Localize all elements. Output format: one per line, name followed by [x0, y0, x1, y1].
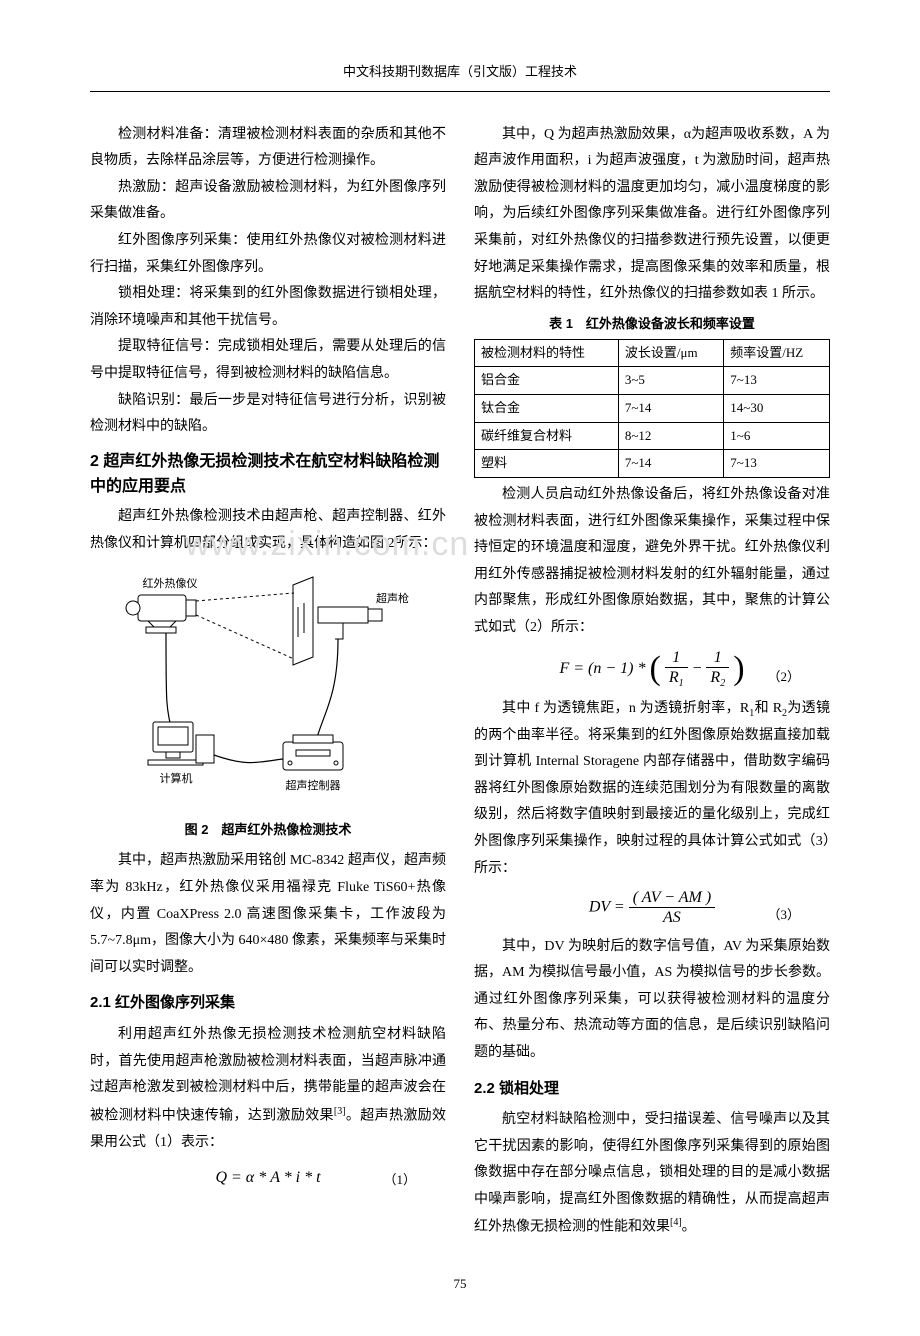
para: 其中，超声热激励采用铭创 MC-8342 超声仪，超声频率为 83kHz，红外热…: [90, 848, 446, 981]
para: 航空材料缺陷检测中，受扫描误差、信号噪声以及其它干扰因素的影响，使得红外图像序列…: [474, 1107, 830, 1242]
para: 利用超声红外热像无损检测技术检测航空材料缺陷时，首先使用超声枪激励被检测材料表面…: [90, 1022, 446, 1157]
td: 3~5: [618, 367, 723, 395]
right-column: 其中，Q 为超声热激励效果，α为超声吸收系数，A 为超声波作用面积，i 为超声波…: [474, 122, 830, 1242]
equation-1: Q = α * A * i * t （1）: [90, 1163, 446, 1193]
td: 7~14: [618, 450, 723, 478]
citation-4: [4]: [670, 1217, 682, 1228]
fig2-label-gun: 超声枪: [376, 591, 409, 605]
td: 铝合金: [475, 367, 619, 395]
fig2-label-ir: 红外热像仪: [143, 577, 198, 590]
equation-2: F = (n − 1) * ( 1R1 − 1R2 ) （2）: [474, 648, 830, 690]
two-column-layout: www.zixin.com.cn 检测材料准备：清理被检测材料表面的杂质和其他不…: [90, 122, 830, 1242]
para: 红外图像序列采集：使用红外热像仪对被检测材料进行扫描，采集红外图像序列。: [90, 228, 446, 281]
td: 7~14: [618, 394, 723, 422]
td: 14~30: [724, 394, 830, 422]
citation-3: [3]: [334, 1106, 346, 1117]
table-row: 钛合金 7~14 14~30: [475, 394, 830, 422]
td: 塑料: [475, 450, 619, 478]
para: 其中，Q 为超声热激励效果，α为超声吸收系数，A 为超声波作用面积，i 为超声波…: [474, 122, 830, 308]
figure-2-caption: 图 2 超声红外热像检测技术: [90, 818, 446, 843]
para-text: 为透镜的两个曲率半径。将采集到的红外图像原始数据直接加载到计算机 Interna…: [474, 701, 830, 876]
table-row: 塑料 7~14 7~13: [475, 450, 830, 478]
eq1-number: （1）: [383, 1168, 416, 1193]
table-row: 碳纤维复合材料 8~12 1~6: [475, 422, 830, 450]
td: 碳纤维复合材料: [475, 422, 619, 450]
td: 1~6: [724, 422, 830, 450]
th: 频率设置/HZ: [724, 339, 830, 367]
running-header: 中文科技期刊数据库（引文版）工程技术: [90, 60, 830, 85]
td: 7~13: [724, 450, 830, 478]
subsection-2-1-heading: 2.1 红外图像序列采集: [90, 989, 446, 1018]
equation-3: DV = ( AV − AM ) AS （3）: [474, 888, 830, 927]
left-column: 检测材料准备：清理被检测材料表面的杂质和其他不良物质，去除样品涂层等，方便进行检…: [90, 122, 446, 1242]
eq3-number: （3）: [767, 903, 800, 928]
section-2-heading: 2 超声红外热像无损检测技术在航空材料缺陷检测中的应用要点: [90, 449, 446, 500]
table-1-caption: 表 1 红外热像设备波长和频率设置: [474, 312, 830, 337]
fig2-label-pc: 计算机: [160, 771, 193, 785]
td: 钛合金: [475, 394, 619, 422]
td: 8~12: [618, 422, 723, 450]
figure-2: 红外热像仪 超声枪: [90, 567, 446, 808]
subsection-2-2-heading: 2.2 锁相处理: [474, 1075, 830, 1104]
para-text: 和 R: [754, 701, 782, 716]
para: 其中，DV 为映射后的数字信号值，AV 为采集原始数据，AM 为模拟信号最小值，…: [474, 934, 830, 1067]
table-1: 被检测材料的特性 波长设置/μm 频率设置/HZ 铝合金 3~5 7~13 钛合…: [474, 339, 830, 478]
para-text: 。: [682, 1220, 696, 1235]
para-text: 其中 f 为透镜焦距，n 为透镜折射率，R: [502, 701, 749, 716]
table-row: 铝合金 3~5 7~13: [475, 367, 830, 395]
header-rule: [90, 91, 830, 92]
para: 锁相处理：将采集到的红外图像数据进行锁相处理，消除环境噪声和其他干扰信号。: [90, 281, 446, 334]
para: 超声红外热像检测技术由超声枪、超声控制器、红外热像仪和计算机四部分组成实现，具体…: [90, 504, 446, 557]
para: 检测人员启动红外热像设备后，将红外热像设备对准被检测材料表面，进行红外图像采集操…: [474, 482, 830, 642]
para: 提取特征信号：完成锁相处理后，需要从处理后的信号中提取特征信号，得到被检测材料的…: [90, 334, 446, 387]
page-number: 75: [90, 1272, 830, 1297]
td: 7~13: [724, 367, 830, 395]
eq1-body: Q = α * A * i * t: [215, 1169, 320, 1186]
para: 检测材料准备：清理被检测材料表面的杂质和其他不良物质，去除样品涂层等，方便进行检…: [90, 122, 446, 175]
para: 其中 f 为透镜焦距，n 为透镜折射率，R1和 R2为透镜的两个曲率半径。将采集…: [474, 696, 830, 882]
th: 被检测材料的特性: [475, 339, 619, 367]
para: 缺陷识别：最后一步是对特征信号进行分析，识别被检测材料中的缺陷。: [90, 388, 446, 441]
fig2-label-ctrl: 超声控制器: [286, 778, 341, 792]
table-header-row: 被检测材料的特性 波长设置/μm 频率设置/HZ: [475, 339, 830, 367]
para-text: 航空材料缺陷检测中，受扫描误差、信号噪声以及其它干扰因素的影响，使得红外图像序列…: [474, 1112, 830, 1235]
figure-2-svg: 红外热像仪 超声枪: [118, 567, 418, 797]
para: 热激励：超声设备激励被检测材料，为红外图像序列采集做准备。: [90, 175, 446, 228]
eq2-number: （2）: [767, 665, 800, 690]
th: 波长设置/μm: [618, 339, 723, 367]
